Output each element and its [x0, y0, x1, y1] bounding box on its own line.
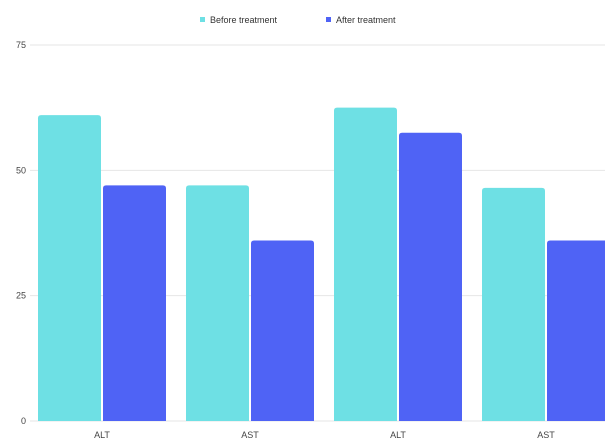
bar-before-2	[334, 107, 397, 422]
bar-after-1	[251, 240, 314, 421]
x-tick-label: ALT	[390, 430, 406, 440]
y-tick-label: 50	[16, 165, 26, 175]
x-tick-label: ALT	[94, 430, 110, 440]
y-tick-label: 75	[16, 40, 26, 50]
bar-before-3	[482, 187, 545, 421]
bar-before-1	[186, 185, 249, 421]
bar-before-0	[38, 115, 101, 421]
bars	[38, 107, 605, 422]
x-tick-label: AST	[537, 430, 555, 440]
legend-swatch	[200, 17, 205, 22]
y-axis-ticks: 0 25 50 75	[16, 40, 26, 426]
legend: Before treatment After treatment	[200, 15, 396, 25]
x-tick-label: AST	[241, 430, 259, 440]
y-tick-label: 25	[16, 291, 26, 301]
bar-after-0	[103, 185, 166, 421]
y-tick-label: 0	[21, 416, 26, 426]
bar-after-3	[547, 240, 605, 421]
legend-label: After treatment	[336, 15, 396, 25]
x-axis-ticks: ALT AST ALT AST	[94, 430, 555, 440]
bar-after-2	[399, 132, 462, 421]
legend-swatch	[326, 17, 331, 22]
legend-label: Before treatment	[210, 15, 278, 25]
